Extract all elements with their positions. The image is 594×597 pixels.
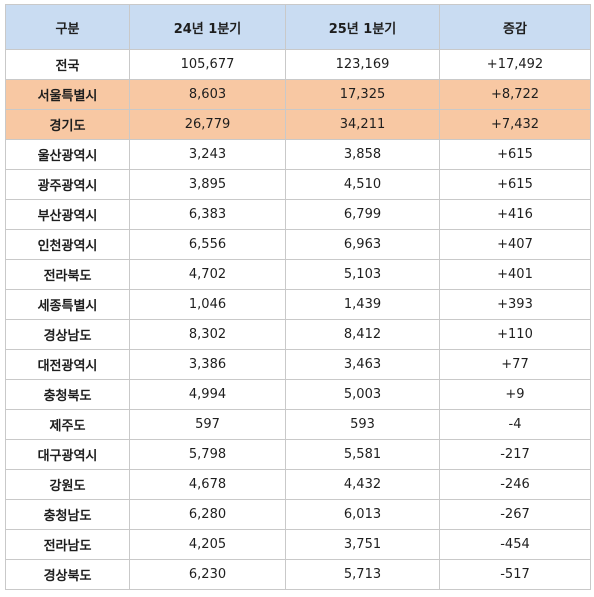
q1-2025-cell: 5,003 xyxy=(285,379,440,410)
region-cell: 충청남도 xyxy=(5,499,130,530)
region-cell: 제주도 xyxy=(5,409,130,440)
table-header: 구분 24년 1분기 25년 1분기 증감 xyxy=(5,4,591,50)
q1-2025-cell: 3,463 xyxy=(285,349,440,380)
change-cell: -517 xyxy=(439,559,591,590)
q1-2025-cell: 6,799 xyxy=(285,199,440,230)
q1-2024-cell: 6,383 xyxy=(129,199,286,230)
q1-2025-cell: 17,325 xyxy=(285,79,440,110)
table-body: 전국 105,677 123,169 +17,492 서울특별시 8,603 17,325 +… xyxy=(5,49,591,590)
region-cell: 전라남도 xyxy=(5,529,130,560)
table-row: 강원도 4,678 4,432 -246 xyxy=(5,469,591,500)
q1-2024-cell: 3,243 xyxy=(129,139,286,170)
region-cell: 부산광역시 xyxy=(5,199,130,230)
q1-2024-cell: 1,046 xyxy=(129,289,286,320)
q1-2024-cell: 4,702 xyxy=(129,259,286,290)
change-cell: -246 xyxy=(439,469,591,500)
table-row: 전라남도 4,205 3,751 -454 xyxy=(5,529,591,560)
change-cell: +17,492 xyxy=(439,49,591,80)
q1-2024-cell: 8,603 xyxy=(129,79,286,110)
header-region: 구분 xyxy=(5,4,130,50)
q1-2025-cell: 4,432 xyxy=(285,469,440,500)
region-cell: 경상남도 xyxy=(5,319,130,350)
table-row: 인천광역시 6,556 6,963 +407 xyxy=(5,229,591,260)
q1-2024-cell: 3,386 xyxy=(129,349,286,380)
q1-2025-cell: 5,103 xyxy=(285,259,440,290)
change-cell: +393 xyxy=(439,289,591,320)
table-row: 울산광역시 3,243 3,858 +615 xyxy=(5,139,591,170)
table-row: 전국 105,677 123,169 +17,492 xyxy=(5,49,591,80)
header-row: 구분 24년 1분기 25년 1분기 증감 xyxy=(5,4,591,50)
change-cell: +9 xyxy=(439,379,591,410)
region-cell: 강원도 xyxy=(5,469,130,500)
q1-2024-cell: 5,798 xyxy=(129,439,286,470)
q1-2025-cell: 4,510 xyxy=(285,169,440,200)
table-row: 대구광역시 5,798 5,581 -217 xyxy=(5,439,591,470)
q1-2025-cell: 6,013 xyxy=(285,499,440,530)
table-row: 제주도 597 593 -4 xyxy=(5,409,591,440)
change-cell: +110 xyxy=(439,319,591,350)
change-cell: +615 xyxy=(439,169,591,200)
table-row: 대전광역시 3,386 3,463 +77 xyxy=(5,349,591,380)
table-row: 경상북도 6,230 5,713 -517 xyxy=(5,559,591,590)
header-change: 증감 xyxy=(439,4,591,50)
table-row: 경상남도 8,302 8,412 +110 xyxy=(5,319,591,350)
region-cell: 경기도 xyxy=(5,109,130,140)
table-row: 부산광역시 6,383 6,799 +416 xyxy=(5,199,591,230)
change-cell: -454 xyxy=(439,529,591,560)
q1-2024-cell: 26,779 xyxy=(129,109,286,140)
region-cell: 인천광역시 xyxy=(5,229,130,260)
change-cell: +401 xyxy=(439,259,591,290)
change-cell: -267 xyxy=(439,499,591,530)
region-cell: 충청북도 xyxy=(5,379,130,410)
region-cell: 경상북도 xyxy=(5,559,130,590)
table-row: 서울특별시 8,603 17,325 +8,722 xyxy=(5,79,591,110)
region-cell: 전라북도 xyxy=(5,259,130,290)
region-cell: 서울특별시 xyxy=(5,79,130,110)
q1-2025-cell: 3,751 xyxy=(285,529,440,560)
table-row: 광주광역시 3,895 4,510 +615 xyxy=(5,169,591,200)
table-row: 충청남도 6,280 6,013 -267 xyxy=(5,499,591,530)
change-cell: -4 xyxy=(439,409,591,440)
q1-2024-cell: 3,895 xyxy=(129,169,286,200)
q1-2024-cell: 4,678 xyxy=(129,469,286,500)
q1-2025-cell: 34,211 xyxy=(285,109,440,140)
change-cell: +615 xyxy=(439,139,591,170)
region-cell: 울산광역시 xyxy=(5,139,130,170)
region-cell: 대전광역시 xyxy=(5,349,130,380)
q1-2024-cell: 4,205 xyxy=(129,529,286,560)
q1-2024-cell: 6,280 xyxy=(129,499,286,530)
header-q1-2025: 25년 1분기 xyxy=(285,4,440,50)
q1-2024-cell: 6,556 xyxy=(129,229,286,260)
q1-2025-cell: 5,581 xyxy=(285,439,440,470)
q1-2025-cell: 3,858 xyxy=(285,139,440,170)
change-cell: +8,722 xyxy=(439,79,591,110)
region-cell: 광주광역시 xyxy=(5,169,130,200)
q1-2025-cell: 123,169 xyxy=(285,49,440,80)
table-row: 세종특별시 1,046 1,439 +393 xyxy=(5,289,591,320)
change-cell: +416 xyxy=(439,199,591,230)
region-cell: 전국 xyxy=(5,49,130,80)
q1-2025-cell: 1,439 xyxy=(285,289,440,320)
data-table-container: 구분 24년 1분기 25년 1분기 증감 전국 105,677 123,169 +1… xyxy=(5,4,591,590)
table-row: 전라북도 4,702 5,103 +401 xyxy=(5,259,591,290)
header-q1-2024: 24년 1분기 xyxy=(129,4,286,50)
region-cell: 대구광역시 xyxy=(5,439,130,470)
q1-2025-cell: 8,412 xyxy=(285,319,440,350)
change-cell: +77 xyxy=(439,349,591,380)
q1-2024-cell: 4,994 xyxy=(129,379,286,410)
change-cell: -217 xyxy=(439,439,591,470)
q1-2025-cell: 5,713 xyxy=(285,559,440,590)
change-cell: +407 xyxy=(439,229,591,260)
q1-2025-cell: 593 xyxy=(285,409,440,440)
regional-comparison-table: 구분 24년 1분기 25년 1분기 증감 전국 105,677 123,169 +1… xyxy=(5,4,591,590)
q1-2024-cell: 6,230 xyxy=(129,559,286,590)
region-cell: 세종특별시 xyxy=(5,289,130,320)
change-cell: +7,432 xyxy=(439,109,591,140)
table-row: 충청북도 4,994 5,003 +9 xyxy=(5,379,591,410)
table-row: 경기도 26,779 34,211 +7,432 xyxy=(5,109,591,140)
q1-2025-cell: 6,963 xyxy=(285,229,440,260)
q1-2024-cell: 105,677 xyxy=(129,49,286,80)
q1-2024-cell: 8,302 xyxy=(129,319,286,350)
q1-2024-cell: 597 xyxy=(129,409,286,440)
